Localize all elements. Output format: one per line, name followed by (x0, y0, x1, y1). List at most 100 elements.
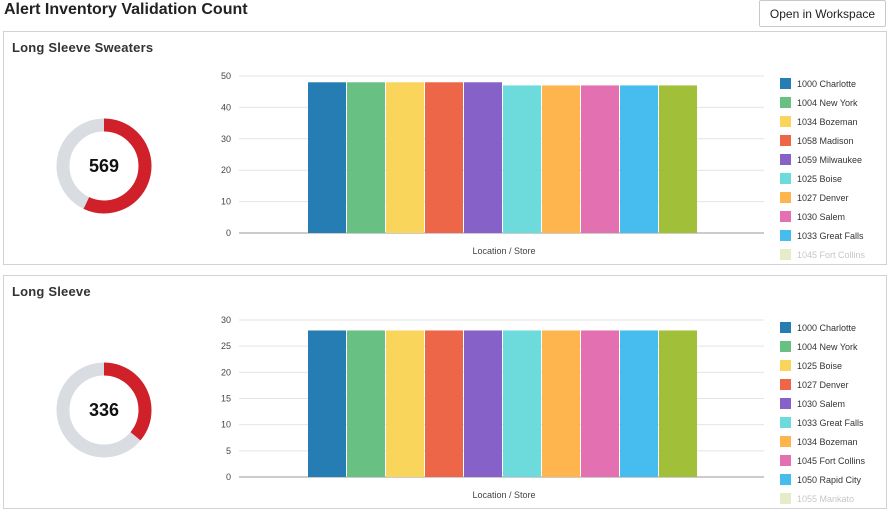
bar-1004-new-york[interactable] (347, 330, 385, 477)
bar-1030-salem[interactable] (464, 330, 502, 477)
legend-swatch (780, 192, 791, 203)
legend-item[interactable]: 1030 Salem (780, 394, 884, 413)
bar-1034-bozeman[interactable] (542, 330, 580, 477)
legend-item[interactable]: 1025 Boise (780, 169, 884, 188)
bar-1025-boise[interactable] (503, 85, 541, 233)
legend-item[interactable]: 1055 Mankato (780, 489, 884, 504)
legend-label: 1027 Denver (797, 192, 849, 203)
legend-swatch (780, 211, 791, 222)
bar-chart-svg: 0 5 10 15 20 25 30 Location / Store (221, 315, 764, 500)
legend-item[interactable]: 1045 Fort Collins (780, 451, 884, 470)
legend-label: 1059 Milwaukee (797, 154, 863, 165)
x-axis-title: Location / Store (472, 490, 535, 500)
legend-item[interactable]: 1000 Charlotte (780, 74, 884, 93)
panel-long-sleeve-sweaters: Long Sleeve Sweaters 569 0 10 20 30 40 50 Loca… (3, 31, 887, 265)
legend-item[interactable]: 1058 Madison (780, 131, 884, 150)
legend-swatch (780, 230, 791, 241)
legend-item[interactable]: 1059 Milwaukee (780, 150, 884, 169)
donut-arc[interactable] (56, 362, 152, 458)
bar-1004-new-york[interactable] (347, 82, 385, 233)
y-tick-label: 10 (221, 420, 231, 430)
chart-legend[interactable]: 1000 Charlotte 1004 New York 1034 Bozeman 1… (780, 74, 884, 260)
legend-swatch (780, 493, 791, 504)
bar-chart: 0 10 20 30 40 50 Location / Store (209, 65, 774, 265)
bar-1025-boise[interactable] (386, 330, 424, 477)
legend-label: 1055 Mankato (797, 493, 855, 504)
legend-item[interactable]: 1034 Bozeman (780, 112, 884, 131)
bar-chart-svg: 0 10 20 30 40 50 Location / Store (221, 71, 764, 256)
legend-item[interactable]: 1025 Boise (780, 356, 884, 375)
y-tick-label: 0 (226, 472, 231, 482)
bar-1045-fort-collins[interactable] (581, 330, 619, 477)
legend-swatch (780, 322, 791, 333)
bar-1027-denver[interactable] (425, 330, 463, 477)
bar-chart: 0 5 10 15 20 25 30 Location / Store (209, 309, 774, 509)
total-count-donut[interactable]: 569 (52, 114, 156, 218)
legend-label: 1025 Boise (797, 173, 843, 184)
bar-1050-rapid-city[interactable] (620, 330, 658, 477)
legend-label: 1030 Salem (797, 398, 846, 409)
legend-label: 1000 Charlotte (797, 322, 857, 333)
legend-item[interactable]: 1034 Bozeman (780, 432, 884, 451)
legend-label: 1027 Denver (797, 379, 849, 390)
bar-1055-mankato[interactable] (659, 330, 697, 477)
legend-swatch (780, 173, 791, 184)
bar-1045-fort-collins[interactable] (659, 85, 697, 233)
legend-item[interactable]: 1027 Denver (780, 188, 884, 207)
bar-1000-charlotte[interactable] (308, 82, 346, 233)
total-count-donut[interactable]: 336 (52, 358, 156, 462)
legend-item[interactable]: 1004 New York (780, 93, 884, 112)
total-count-value: 569 (88, 155, 120, 176)
legend-swatch (780, 436, 791, 447)
page-title: Alert Inventory Validation Count (4, 1, 248, 18)
legend-swatch (780, 360, 791, 371)
legend-item[interactable]: 1030 Salem (780, 207, 884, 226)
legend-item[interactable]: 1033 Great Falls (780, 226, 884, 245)
legend-item[interactable]: 1033 Great Falls (780, 413, 884, 432)
legend-item[interactable]: 1004 New York (780, 337, 884, 356)
y-tick-label: 0 (226, 228, 231, 238)
legend-swatch (780, 398, 791, 409)
legend-swatch (780, 455, 791, 466)
legend-swatch (780, 97, 791, 108)
legend-swatch (780, 249, 791, 260)
legend-item[interactable]: 1000 Charlotte (780, 318, 884, 337)
bar-1058-madison[interactable] (425, 82, 463, 233)
legend-label: 1004 New York (797, 97, 858, 108)
legend-item[interactable]: 1050 Rapid City (780, 470, 884, 489)
bar-1059-milwaukee[interactable] (464, 82, 502, 233)
bar-1033-great-falls[interactable] (620, 85, 658, 233)
bar-1000-charlotte[interactable] (308, 330, 346, 477)
total-count-value: 336 (88, 399, 120, 420)
x-axis-title: Location / Store (472, 246, 535, 256)
y-tick-label: 20 (221, 367, 231, 377)
y-tick-label: 40 (221, 102, 231, 112)
chart-legend[interactable]: 1000 Charlotte 1004 New York 1025 Boise 102… (780, 318, 884, 504)
legend-label: 1034 Bozeman (797, 116, 858, 127)
bar-1034-bozeman[interactable] (386, 82, 424, 233)
legend-label: 1058 Madison (797, 135, 854, 146)
legend-label: 1025 Boise (797, 360, 843, 371)
legend-swatch (780, 417, 791, 428)
bar-1033-great-falls[interactable] (503, 330, 541, 477)
legend-swatch (780, 116, 791, 127)
panel-title: Long Sleeve Sweaters (12, 40, 154, 55)
legend-swatch (780, 341, 791, 352)
legend-label: 1000 Charlotte (797, 78, 857, 89)
y-tick-label: 20 (221, 165, 231, 175)
legend-item[interactable]: 1045 Fort Collins (780, 245, 884, 260)
legend-item[interactable]: 1027 Denver (780, 375, 884, 394)
panel-title: Long Sleeve (12, 284, 91, 299)
legend-label: 1034 Bozeman (797, 436, 858, 447)
y-tick-label: 10 (221, 197, 231, 207)
donut-arc[interactable] (56, 118, 152, 214)
legend-label: 1033 Great Falls (797, 230, 864, 241)
open-in-workspace-button[interactable]: Open in Workspace (759, 0, 886, 27)
y-tick-label: 30 (221, 134, 231, 144)
legend-label: 1004 New York (797, 341, 858, 352)
bar-1027-denver[interactable] (542, 85, 580, 233)
legend-label: 1050 Rapid City (797, 474, 862, 485)
y-tick-label: 30 (221, 315, 231, 325)
legend-swatch (780, 78, 791, 89)
bar-1030-salem[interactable] (581, 85, 619, 233)
